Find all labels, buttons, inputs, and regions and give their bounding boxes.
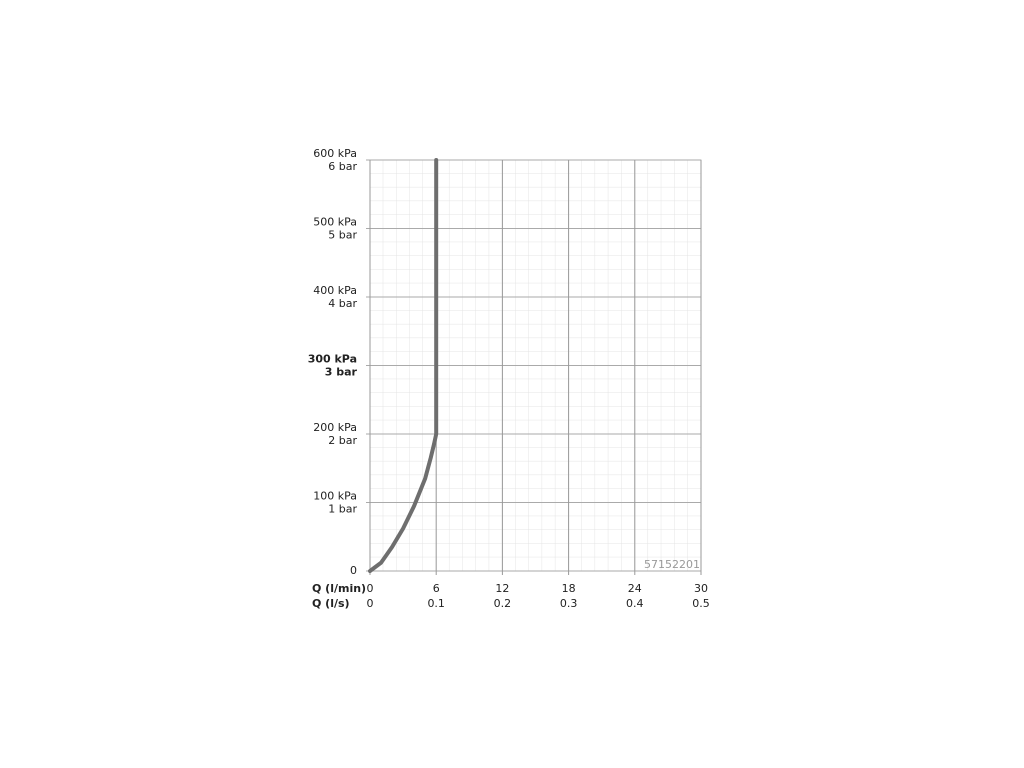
y2-tick-label: 6 bar — [328, 160, 357, 173]
y-tick-label: 100 kPa — [313, 490, 357, 503]
x2-tick-label: 0.1 — [427, 597, 445, 610]
x-tick-label: 18 — [562, 582, 576, 595]
x2-tick-label: 0 — [367, 597, 374, 610]
y2-tick-label: 3 bar — [325, 366, 358, 379]
y-tick-label: 600 kPa — [313, 147, 357, 160]
x-tick-label: 24 — [628, 582, 642, 595]
y-tick-label: 400 kPa — [313, 284, 357, 297]
x-tick-label: 30 — [694, 582, 708, 595]
y2-tick-label: 4 bar — [328, 297, 357, 310]
curve — [368, 158, 439, 573]
y2-tick-label: 2 bar — [328, 434, 357, 447]
annotation: 57152201 — [644, 558, 700, 571]
y-tick-label: 300 kPa — [308, 353, 357, 366]
x-tick-label: 6 — [433, 582, 440, 595]
y-tick-label: 500 kPa — [313, 216, 357, 229]
x-axis-label: Q (l/min) — [312, 582, 366, 595]
x2-tick-label: 0.5 — [692, 597, 710, 610]
x-tick-label: 0 — [367, 582, 374, 595]
x-tick-label: 12 — [495, 582, 509, 595]
x2-tick-label: 0.2 — [494, 597, 512, 610]
y-tick-label: 200 kPa — [313, 421, 357, 434]
y-tick-label: 0 — [350, 564, 357, 577]
x2-axis-label: Q (l/s) — [312, 597, 350, 610]
y2-tick-label: 1 bar — [328, 503, 357, 516]
x2-tick-label: 0.4 — [626, 597, 644, 610]
x2-tick-label: 0.3 — [560, 597, 578, 610]
y2-tick-label: 5 bar — [328, 229, 357, 242]
